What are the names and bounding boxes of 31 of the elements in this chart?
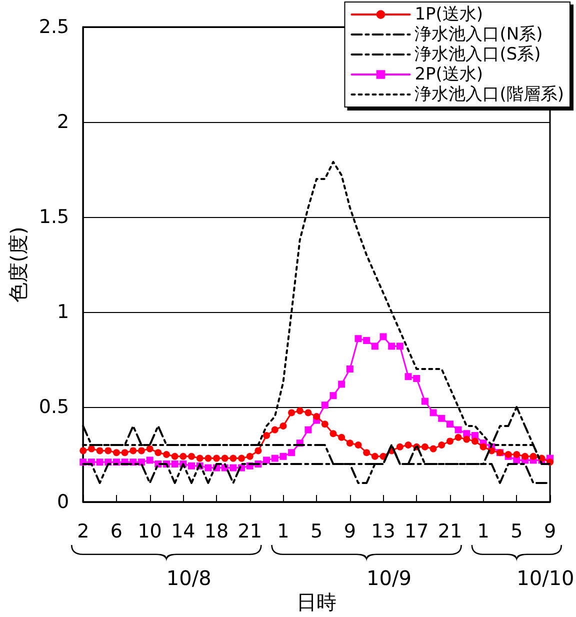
x-tick-label: 17 [404,520,429,542]
x-tick-label: 1 [477,520,490,542]
x-tick-label: 9 [544,520,556,542]
legend-label: 浄水池入口(S系) [414,44,541,64]
text: 10/10 [516,566,574,590]
x-tick-label: 21 [438,520,462,542]
y-tick-label: 1 [57,301,70,323]
text: 10/8 [166,566,212,590]
x-tick-label: 5 [310,520,323,542]
x-tick-label: 2 [77,520,90,542]
y-tick-label: 0.5 [38,396,70,418]
x-tick-label: 9 [344,520,356,542]
y-tick-label: 2 [57,111,70,133]
x-axis-title: 日時 [296,590,337,614]
y-axis-title: 色度(度) [6,226,30,302]
y-tick-label: 0 [57,491,70,513]
x-tick-label: 13 [371,520,396,542]
x-tick-label: 1 [277,520,290,542]
text: 10/9 [366,566,412,590]
x-tick-label: 18 [204,520,229,542]
legend-label: 浄水池入口(N系) [414,24,543,44]
y-tick-label: 2.5 [38,16,70,38]
x-tick-label: 6 [110,520,123,542]
legend-label: 浄水池入口(階層系) [414,84,564,104]
x-tick-label: 14 [171,520,196,542]
x-tick-label: 10 [138,520,162,542]
legend-label: 1P(送水) [414,4,484,24]
x-tick-label: 5 [510,520,523,542]
legend-label: 2P(送水) [414,64,484,84]
x-tick-label: 21 [238,520,262,542]
y-tick-label: 1.5 [38,206,70,228]
